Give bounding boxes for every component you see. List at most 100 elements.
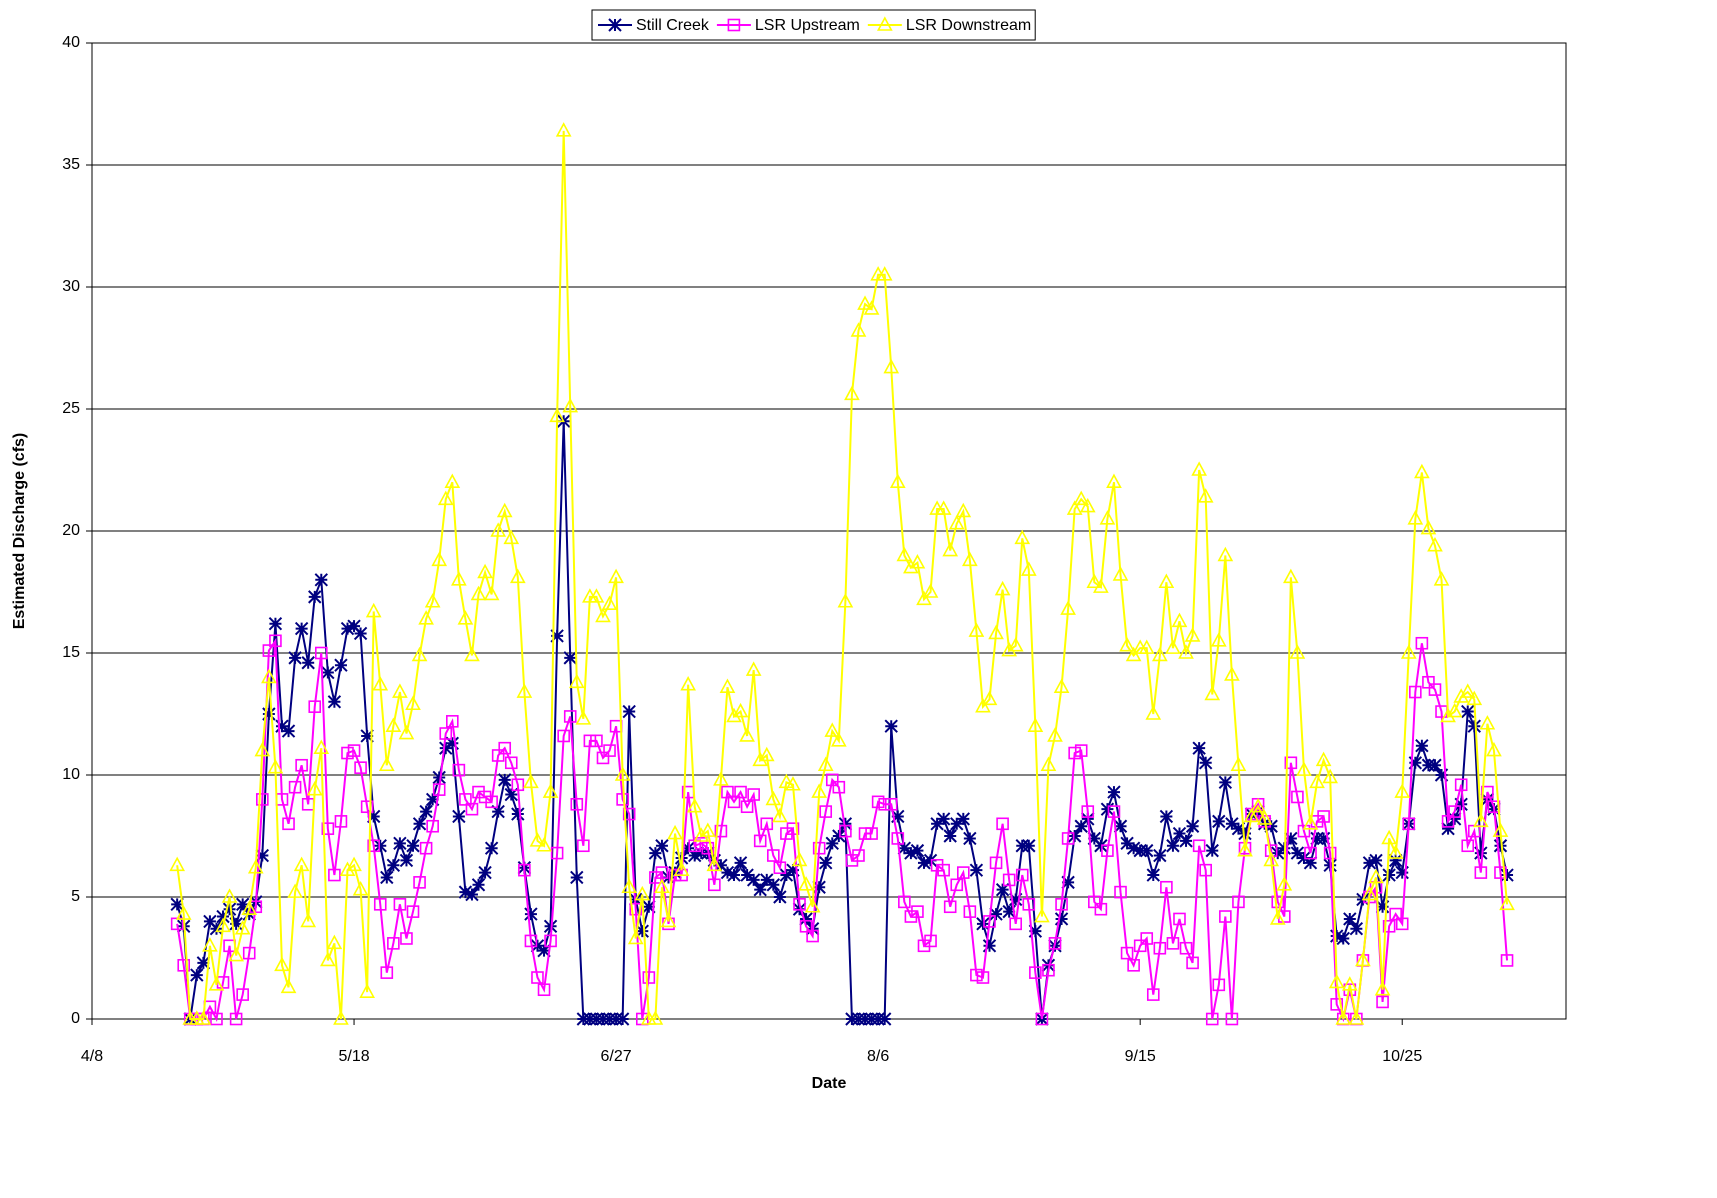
- marker: [714, 824, 728, 838]
- marker: [858, 827, 872, 840]
- marker: [983, 915, 996, 928]
- marker: [563, 710, 577, 723]
- marker: [531, 971, 544, 984]
- marker: [590, 734, 603, 748]
- marker: [1028, 924, 1043, 938]
- marker: [1407, 510, 1424, 525]
- marker: [830, 732, 847, 747]
- marker: [1375, 900, 1390, 914]
- marker: [1453, 688, 1470, 703]
- marker: [614, 766, 631, 781]
- marker: [536, 837, 552, 852]
- marker: [699, 822, 716, 837]
- marker: [975, 698, 991, 713]
- marker: [254, 741, 271, 757]
- marker: [948, 515, 965, 530]
- marker: [1166, 937, 1180, 950]
- marker: [1199, 863, 1212, 877]
- marker: [877, 1012, 892, 1026]
- marker: [1440, 707, 1456, 723]
- marker: [170, 897, 184, 912]
- marker: [484, 841, 499, 855]
- marker: [589, 1012, 604, 1026]
- marker: [1402, 817, 1416, 831]
- marker: [924, 934, 937, 948]
- marker: [1112, 566, 1129, 581]
- marker: [301, 656, 315, 670]
- marker: [503, 529, 520, 545]
- marker: [994, 580, 1011, 596]
- marker: [529, 832, 546, 847]
- marker: [210, 1012, 223, 1026]
- marker: [411, 646, 428, 662]
- marker: [1231, 821, 1246, 836]
- marker: [202, 937, 218, 952]
- marker: [896, 546, 913, 562]
- marker: [760, 873, 774, 887]
- marker: [1120, 836, 1134, 851]
- marker: [267, 759, 284, 774]
- marker: [1212, 978, 1226, 992]
- marker: [491, 749, 505, 762]
- marker: [1304, 846, 1317, 860]
- marker: [708, 878, 721, 892]
- marker: [1283, 568, 1299, 584]
- marker: [1088, 895, 1101, 909]
- marker: [909, 554, 926, 569]
- marker: [346, 856, 362, 872]
- marker: [962, 551, 978, 567]
- marker: [1073, 490, 1090, 506]
- marker: [956, 812, 971, 826]
- marker: [726, 707, 742, 723]
- marker: [583, 1012, 597, 1026]
- marker: [288, 651, 302, 665]
- y-tick-label: 20: [62, 522, 80, 539]
- marker: [786, 863, 800, 877]
- marker: [1184, 627, 1201, 642]
- marker: [1415, 636, 1429, 650]
- marker: [603, 744, 616, 757]
- marker: [1341, 976, 1358, 991]
- marker: [1355, 951, 1371, 967]
- marker: [806, 929, 819, 943]
- marker: [1009, 892, 1023, 907]
- marker: [1387, 844, 1404, 859]
- marker: [851, 1012, 866, 1026]
- marker: [524, 934, 538, 948]
- marker: [1414, 463, 1430, 479]
- marker: [988, 624, 1004, 640]
- marker: [1146, 988, 1160, 1001]
- marker: [786, 822, 800, 835]
- marker: [425, 792, 440, 807]
- marker: [668, 865, 682, 880]
- marker: [1020, 561, 1037, 576]
- marker: [655, 866, 669, 879]
- y-tick-label: 5: [71, 888, 80, 905]
- marker: [524, 907, 538, 921]
- marker: [687, 848, 702, 863]
- marker: [431, 551, 448, 567]
- marker: [883, 358, 900, 374]
- marker: [262, 644, 276, 657]
- marker: [910, 843, 925, 858]
- marker: [1271, 895, 1285, 909]
- marker: [1192, 839, 1206, 853]
- marker: [570, 797, 584, 811]
- marker: [367, 839, 380, 853]
- marker: [798, 876, 814, 891]
- marker: [850, 322, 867, 337]
- marker: [1002, 904, 1016, 919]
- marker: [1113, 819, 1128, 833]
- marker: [247, 859, 264, 874]
- marker: [504, 756, 518, 770]
- marker: [1454, 797, 1468, 811]
- marker: [261, 668, 277, 684]
- marker: [1225, 817, 1239, 831]
- marker: [235, 897, 250, 912]
- marker: [222, 902, 237, 916]
- marker: [745, 661, 762, 676]
- y-tick-label: 10: [62, 766, 80, 783]
- marker: [917, 856, 931, 870]
- marker: [727, 795, 741, 809]
- marker: [359, 983, 375, 998]
